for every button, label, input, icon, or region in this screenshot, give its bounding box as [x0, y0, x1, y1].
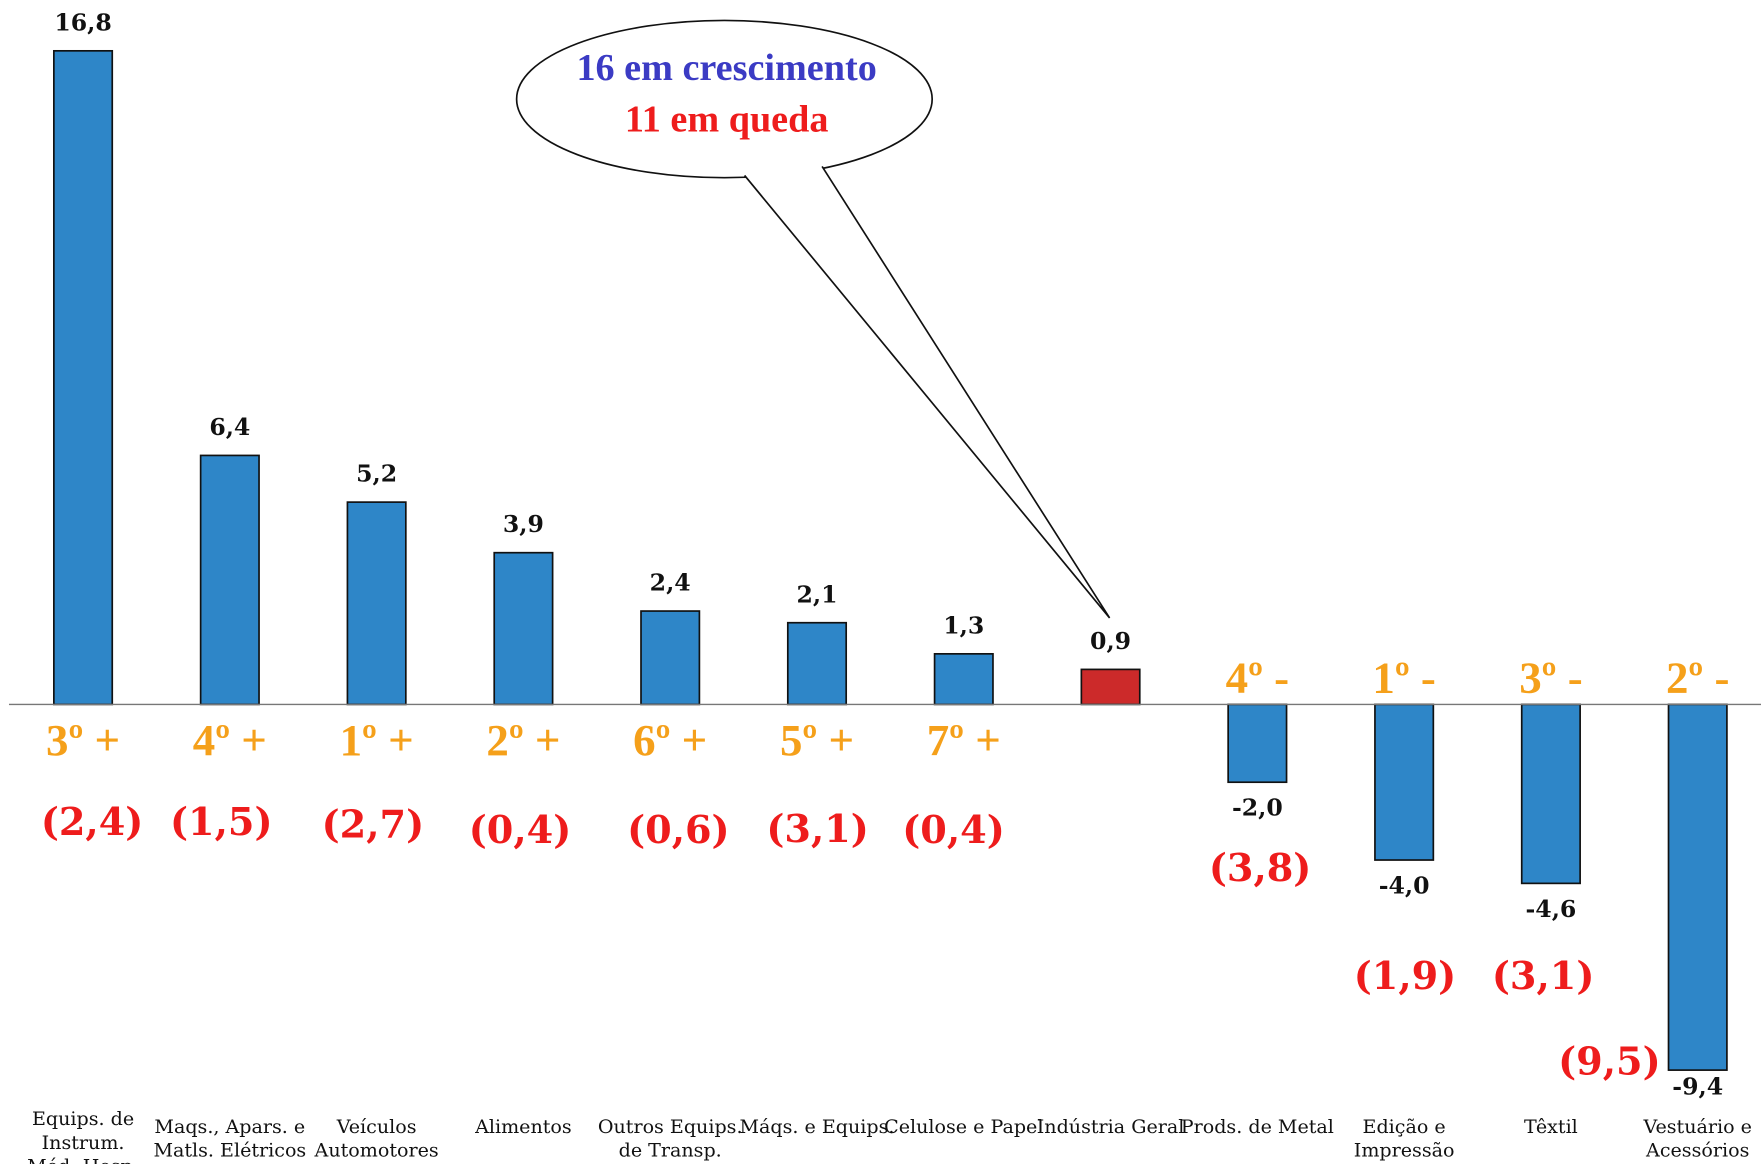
bar [640, 610, 701, 706]
category-label: Maqs., Apars. e Matls. Elétricos [153, 1115, 306, 1162]
category-label: Têxtil [1524, 1115, 1578, 1138]
previous-label: (1,5) [170, 800, 273, 845]
callout-text: 11 em queda [625, 98, 829, 140]
previous-label: (9,5) [1558, 1039, 1661, 1084]
value-label: 6,4 [209, 413, 250, 441]
previous-label: (3,8) [1209, 846, 1312, 891]
rank-label: 6º + [633, 715, 707, 765]
bar [1520, 703, 1581, 885]
category-label: Veículos Automotores [314, 1115, 439, 1162]
rank-label: 1º - [1372, 652, 1435, 702]
category-label: Vestuário e Acessórios [1642, 1115, 1752, 1162]
value-label: 1,3 [943, 611, 984, 639]
rank-label: 2º - [1666, 652, 1729, 702]
previous-label: (0,4) [902, 808, 1005, 853]
bar [786, 621, 848, 706]
value-label: 0,9 [1090, 627, 1131, 655]
value-label: -4,0 [1379, 871, 1430, 899]
callout-text: 16 em crescimento [576, 47, 876, 89]
previous-label: (0,6) [627, 808, 730, 853]
previous-label: (0,4) [469, 808, 572, 853]
bar [53, 49, 114, 706]
category-label: Máqs. e Equips. [739, 1115, 894, 1138]
previous-label: (2,4) [41, 800, 144, 845]
category-label: Prods. de Metal [1181, 1115, 1334, 1138]
callout [515, 19, 934, 179]
value-label: 2,1 [796, 580, 837, 608]
rank-label: 4º + [193, 715, 267, 765]
value-label: 5,2 [356, 460, 397, 488]
category-label: Edição e Impressão [1354, 1115, 1455, 1162]
bar [933, 652, 994, 706]
bar [199, 454, 260, 706]
category-label: Outros Equips. de Transp. [598, 1115, 743, 1162]
category-label: Celulose e Papel [884, 1115, 1043, 1138]
value-label: -9,4 [1672, 1073, 1723, 1101]
rank-label: 4º - [1226, 652, 1289, 702]
callout-tail [743, 166, 1111, 619]
rank-label: 1º + [340, 715, 414, 765]
bar [1227, 703, 1288, 784]
rank-label: 3º - [1519, 652, 1582, 702]
previous-label: (2,7) [322, 802, 425, 847]
category-label: Alimentos [474, 1115, 572, 1138]
rank-label: 2º + [486, 715, 560, 765]
value-label: 3,9 [503, 510, 544, 538]
rank-label: 5º + [780, 715, 854, 765]
bar [1667, 703, 1728, 1071]
rank-label: 7º + [927, 715, 1001, 765]
value-label: -4,6 [1526, 895, 1577, 923]
previous-label: (3,1) [1492, 954, 1595, 999]
category-label: Indústria Geral [1037, 1115, 1185, 1138]
bar [346, 501, 407, 706]
value-label: 2,4 [650, 569, 691, 597]
value-label: 16,8 [54, 8, 111, 36]
bar [1374, 703, 1435, 861]
bar [1080, 668, 1141, 706]
bar [493, 551, 554, 706]
previous-label: (3,1) [766, 807, 869, 852]
callout-join [746, 161, 821, 174]
rank-label: 3º + [46, 715, 120, 765]
previous-label: (1,9) [1354, 954, 1457, 999]
value-label: -2,0 [1232, 794, 1283, 822]
